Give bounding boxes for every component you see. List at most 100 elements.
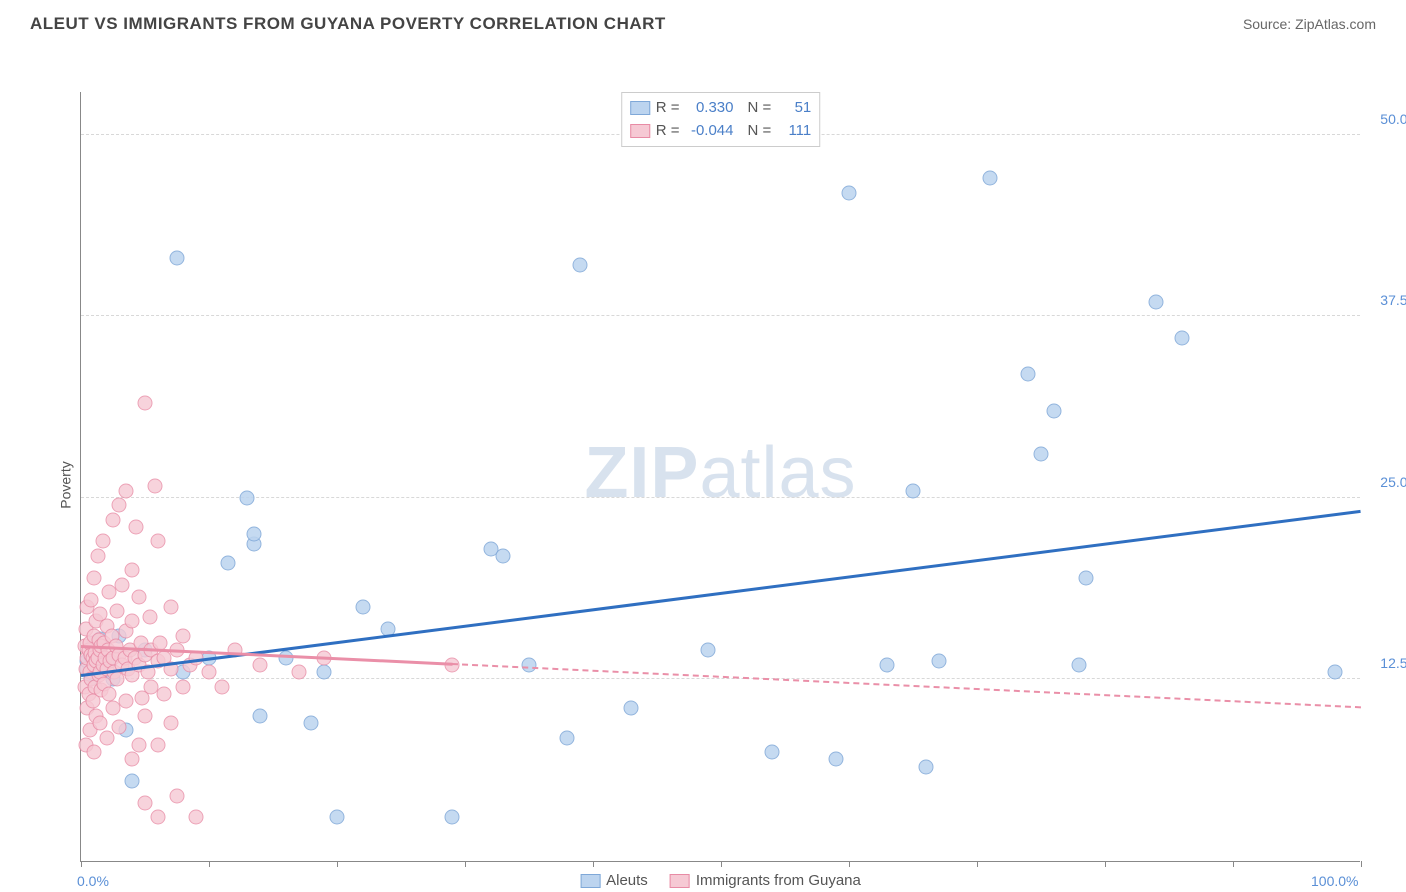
data-point: [240, 490, 255, 505]
data-point: [317, 665, 332, 680]
x-tick-label: 0.0%: [77, 873, 109, 889]
watermark: ZIPatlas: [584, 431, 856, 513]
legend-label: Aleuts: [606, 872, 648, 889]
legend-swatch: [670, 874, 690, 888]
data-point: [143, 609, 158, 624]
y-axis-label: Poverty: [58, 461, 74, 508]
data-point: [125, 614, 140, 629]
stat-r-value: -0.044: [686, 120, 734, 143]
stat-label: R =: [656, 97, 680, 120]
data-point: [253, 657, 268, 672]
data-point: [112, 720, 127, 735]
data-point: [1078, 570, 1093, 585]
data-point: [496, 548, 511, 563]
trend-line: [81, 510, 1361, 677]
stats-row: R = 0.330 N =51: [630, 97, 812, 120]
data-point: [138, 795, 153, 810]
x-tick-mark: [337, 861, 338, 867]
gridline: [81, 497, 1360, 498]
data-point: [931, 653, 946, 668]
plot-area: ZIPatlas 12.5%25.0%37.5%50.0%0.0%100.0%R…: [80, 92, 1360, 862]
data-point: [106, 512, 121, 527]
data-point: [624, 701, 639, 716]
x-tick-mark: [593, 861, 594, 867]
data-point: [150, 737, 165, 752]
stat-label: N =: [748, 97, 772, 120]
data-point: [1328, 665, 1343, 680]
data-point: [118, 483, 133, 498]
data-point: [1034, 447, 1049, 462]
data-point: [129, 519, 144, 534]
data-point: [880, 657, 895, 672]
gridline: [81, 315, 1360, 316]
data-point: [114, 577, 129, 592]
data-point: [118, 694, 133, 709]
data-point: [157, 686, 172, 701]
data-point: [1174, 330, 1189, 345]
data-point: [278, 650, 293, 665]
legend-item: Aleuts: [580, 872, 648, 889]
chart-title: ALEUT VS IMMIGRANTS FROM GUYANA POVERTY …: [30, 14, 666, 34]
data-point: [163, 715, 178, 730]
data-point: [906, 483, 921, 498]
data-point: [221, 556, 236, 571]
data-point: [445, 810, 460, 825]
x-tick-mark: [1361, 861, 1362, 867]
legend-swatch: [580, 874, 600, 888]
gridline: [81, 678, 1360, 679]
x-tick-label: 100.0%: [1311, 873, 1358, 889]
data-point: [918, 759, 933, 774]
x-tick-mark: [1233, 861, 1234, 867]
x-tick-mark: [81, 861, 82, 867]
data-point: [148, 479, 163, 494]
data-point: [291, 665, 306, 680]
data-point: [522, 657, 537, 672]
data-point: [138, 396, 153, 411]
data-point: [701, 643, 716, 658]
x-tick-mark: [849, 861, 850, 867]
y-tick-label: 25.0%: [1380, 474, 1406, 490]
x-tick-mark: [465, 861, 466, 867]
data-point: [125, 774, 140, 789]
data-point: [214, 679, 229, 694]
trend-line-extrapolated: [452, 663, 1361, 708]
stat-label: N =: [748, 120, 772, 143]
data-point: [125, 563, 140, 578]
data-point: [304, 715, 319, 730]
data-point: [253, 708, 268, 723]
chart-header: ALEUT VS IMMIGRANTS FROM GUYANA POVERTY …: [0, 0, 1406, 42]
data-point: [150, 810, 165, 825]
data-point: [1072, 657, 1087, 672]
data-point: [560, 730, 575, 745]
data-point: [176, 679, 191, 694]
stats-box: R =0.330N =51R =-0.044N =111: [621, 92, 821, 147]
data-point: [99, 730, 114, 745]
data-point: [176, 628, 191, 643]
y-tick-label: 12.5%: [1380, 655, 1406, 671]
legend-item: Immigrants from Guyana: [670, 872, 861, 889]
data-point: [829, 752, 844, 767]
data-point: [170, 251, 185, 266]
x-tick-mark: [209, 861, 210, 867]
legend-label: Immigrants from Guyana: [696, 872, 861, 889]
stats-row: R =-0.044N =111: [630, 120, 812, 143]
data-point: [765, 745, 780, 760]
y-tick-label: 50.0%: [1380, 111, 1406, 127]
x-tick-mark: [721, 861, 722, 867]
data-point: [202, 665, 217, 680]
data-point: [131, 589, 146, 604]
data-point: [163, 599, 178, 614]
stat-r-value: 0.330: [686, 97, 734, 120]
data-point: [138, 708, 153, 723]
data-point: [93, 715, 108, 730]
legend: Aleuts Immigrants from Guyana: [580, 872, 861, 889]
data-point: [150, 534, 165, 549]
legend-swatch: [630, 101, 650, 115]
data-point: [189, 810, 204, 825]
stat-n-value: 51: [777, 97, 811, 120]
y-tick-label: 37.5%: [1380, 292, 1406, 308]
data-point: [842, 185, 857, 200]
data-point: [1149, 294, 1164, 309]
data-point: [1021, 367, 1036, 382]
data-point: [86, 745, 101, 760]
